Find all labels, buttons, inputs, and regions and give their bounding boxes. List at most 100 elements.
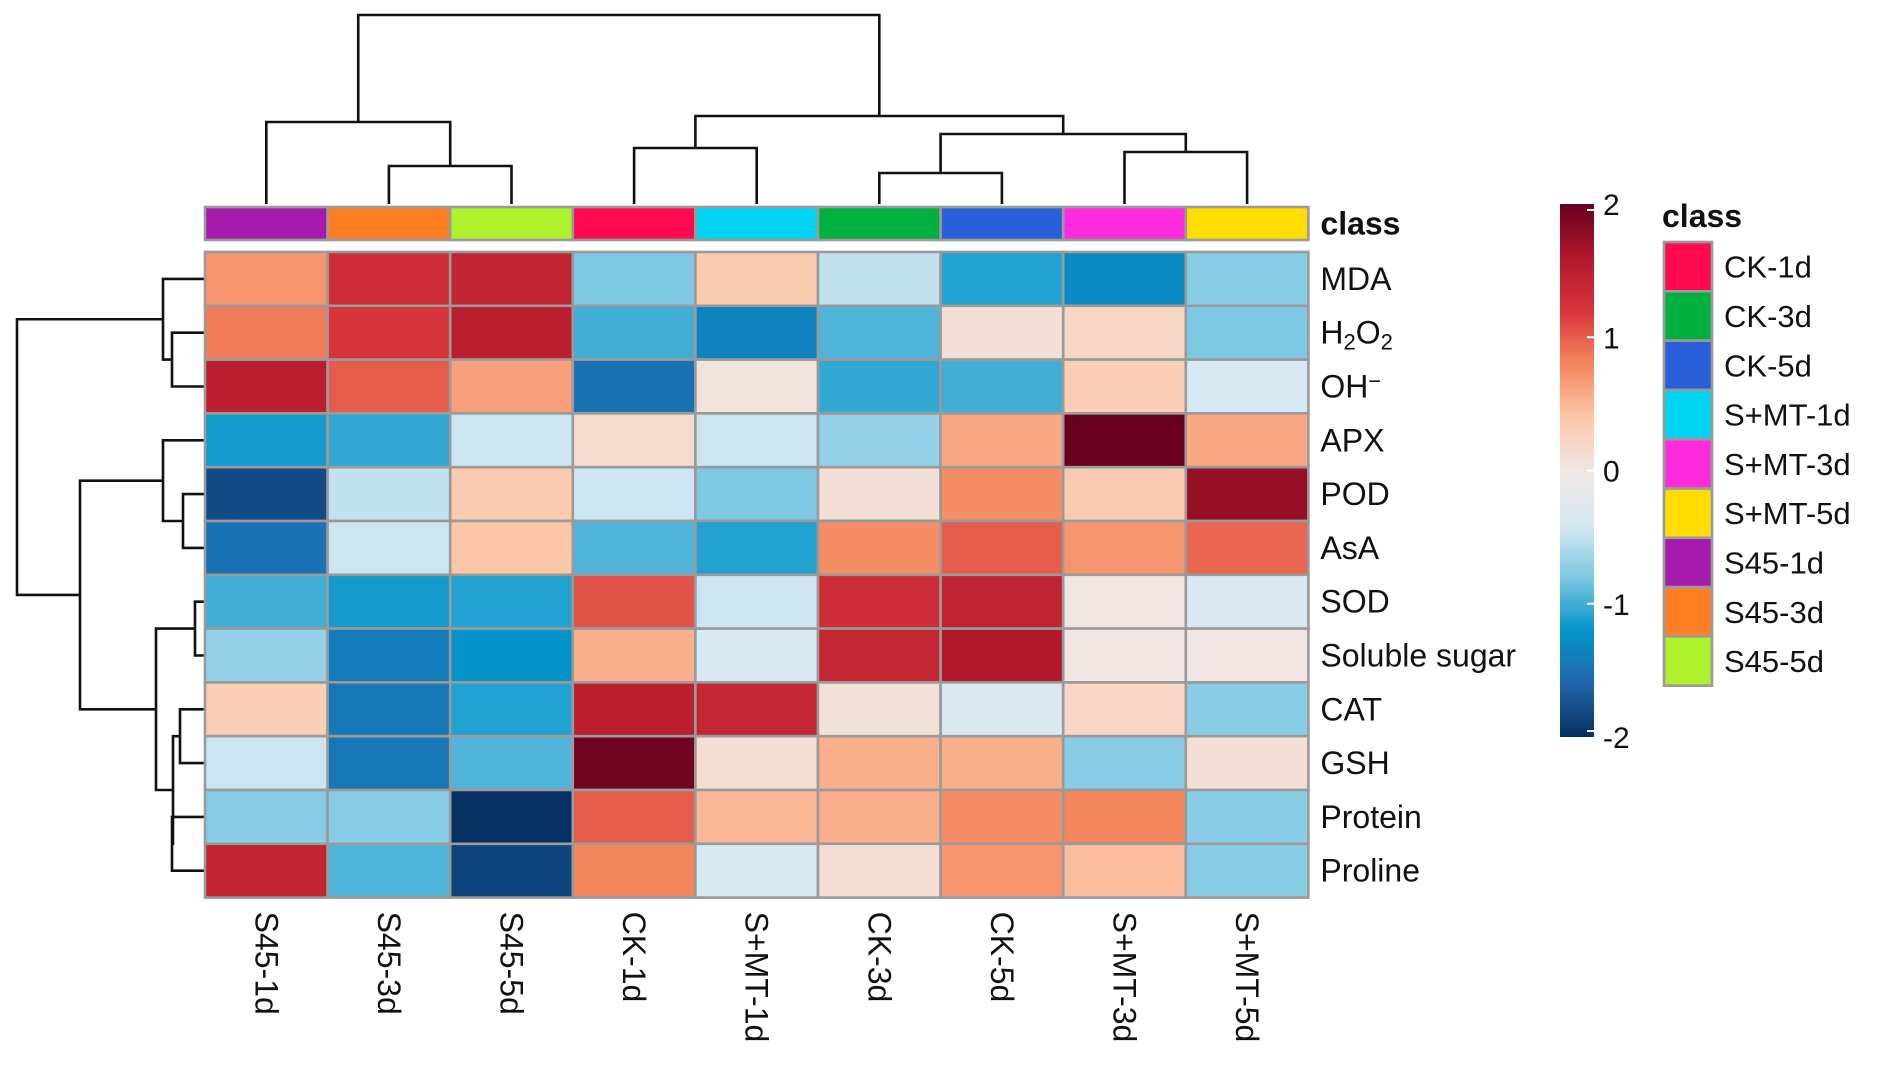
legend-swatch-s-mt-5d — [1662, 487, 1714, 540]
column-dendrogram-branch-0 — [387, 164, 513, 204]
color-scale-legend: 2 1 0 -1 -2 — [1560, 189, 1630, 755]
heatmap-cell-h2o2-s-mt-5d — [1184, 304, 1310, 361]
heatmap-cell-proline-ck-3d — [816, 842, 942, 899]
class-legend-title: class — [1662, 198, 1742, 234]
heatmap-cell-apx-s-mt-3d — [1061, 412, 1188, 469]
column-dendrogram — [265, 13, 1249, 204]
legend-label-ck-3d: CK-3d — [1724, 299, 1812, 334]
row-label-h2o2: H2O2 — [1320, 315, 1393, 355]
row-dendrogram-branch-10 — [15, 317, 163, 597]
color-scale-tick-label: 1 — [1603, 322, 1620, 355]
heatmap-cell-pod-s45-1d — [203, 465, 329, 523]
column-label-s45-5d: S45-5d — [494, 912, 530, 1015]
heatmap-cell-sod-s-mt-3d — [1061, 573, 1188, 630]
class-track-cell-ck-5d — [939, 205, 1065, 242]
row-dendrogram-branch-1 — [161, 277, 204, 361]
row-label-apx: APX — [1320, 422, 1384, 458]
heatmap-cell-gsh-s45-1d — [203, 734, 329, 792]
heatmap-cell-oh-s45-5d — [448, 358, 575, 415]
heatmap-cell-gsh-s45-5d — [448, 734, 575, 792]
heatmap-cell-gsh-s-mt-1d — [694, 734, 820, 792]
column-dendrogram-branch-1 — [265, 120, 452, 204]
heatmap-cell-asa-ck-3d — [816, 519, 942, 577]
heatmap-cell-mda-s-mt-1d — [694, 250, 820, 308]
heatmap-cell-sod-ck-1d — [571, 573, 697, 630]
legend-swatch-s45-3d — [1662, 585, 1714, 638]
legend-label-s-mt-3d: S+MT-3d — [1724, 447, 1851, 482]
heatmap-cell-protein-ck-3d — [816, 788, 942, 846]
heatmap-cell-h2o2-ck-3d — [816, 304, 942, 361]
heatmap-cell-apx-ck-5d — [939, 412, 1065, 469]
heatmap-cell-oh-ck-1d — [571, 358, 697, 415]
heatmap-cell-oh-s45-1d — [203, 358, 329, 415]
column-label-ck-3d: CK-3d — [861, 912, 897, 1003]
heatmap-cell-sod-s-mt-1d — [694, 573, 820, 630]
heatmap-cell-cat-s-mt-5d — [1184, 681, 1310, 738]
heatmap-cell-cat-s-mt-1d — [694, 681, 820, 738]
heatmap-cell-mda-s45-1d — [203, 250, 329, 308]
heatmap-cell-cat-s-mt-3d — [1061, 681, 1188, 738]
class-track-cell-s45-3d — [326, 205, 452, 242]
heatmap-cells — [203, 250, 1310, 899]
heatmap-cell-soluble-sugar-s-mt-1d — [694, 627, 820, 684]
legend-swatch-s45-1d — [1662, 536, 1714, 589]
heatmap-cell-soluble-sugar-s45-1d — [203, 627, 329, 684]
row-label-gsh: GSH — [1320, 745, 1389, 781]
column-labels: S45-1d S45-3d S45-5d CK-1d S+MT-1d CK-3d CK-5d… — [248, 912, 1265, 1043]
heatmap-cell-protein-ck-5d — [939, 788, 1065, 846]
heatmap-cell-sod-s-mt-5d — [1184, 573, 1310, 630]
heatmap-cell-soluble-sugar-s45-5d — [448, 627, 575, 684]
heatmap-cell-proline-s-mt-1d — [694, 842, 820, 899]
heatmap-cell-asa-ck-1d — [571, 519, 697, 577]
row-labels: MDA H2O2 OH− APX POD AsA SOD Soluble sugar CAT GS… — [1320, 261, 1516, 889]
class-track-cell-s-mt-5d — [1184, 205, 1310, 242]
legend-label-s-mt-5d: S+MT-5d — [1724, 496, 1851, 531]
heatmap-cell-asa-s-mt-5d — [1184, 519, 1310, 577]
heatmap-cell-soluble-sugar-s45-3d — [326, 627, 452, 684]
column-label-s45-1d: S45-1d — [248, 912, 284, 1015]
heatmap-cell-cat-ck-1d — [571, 681, 697, 738]
heatmap-cell-h2o2-ck-5d — [939, 304, 1065, 361]
class-track-cell-ck-3d — [816, 205, 942, 242]
class-track-cell-s45-1d — [203, 205, 329, 242]
heatmap-cell-proline-s45-5d — [448, 842, 575, 899]
heatmap-cell-h2o2-s-mt-3d — [1061, 304, 1188, 361]
heatmap-cell-soluble-sugar-ck-3d — [816, 627, 942, 684]
heatmap-cell-sod-s45-3d — [326, 573, 452, 630]
legend-swatch-ck-1d — [1662, 240, 1714, 293]
heatmap-cell-asa-s45-1d — [203, 519, 329, 577]
heatmap-cell-sod-s45-5d — [448, 573, 575, 630]
legend-swatch-ck-3d — [1662, 289, 1714, 342]
row-label-pod: POD — [1320, 476, 1389, 512]
column-label-ck-5d: CK-5d — [984, 912, 1020, 1003]
color-scale-tick-label: -1 — [1603, 589, 1630, 622]
heatmap-cell-gsh-s-mt-3d — [1061, 734, 1188, 792]
color-scale-tick-label: -2 — [1603, 722, 1630, 755]
heatmap-cell-mda-s45-5d — [448, 250, 575, 308]
heatmap-cell-pod-ck-5d — [939, 465, 1065, 523]
heatmap-cell-protein-s-mt-1d — [694, 788, 820, 846]
heatmap-cell-h2o2-s45-3d — [326, 304, 452, 361]
column-dendrogram-branch-2 — [632, 146, 758, 204]
column-dendrogram-branch-6 — [694, 114, 1065, 148]
heatmap-cell-pod-s45-5d — [448, 465, 575, 523]
heatmap-cell-h2o2-s-mt-1d — [694, 304, 820, 361]
heatmap-cell-h2o2-s45-5d — [448, 304, 575, 361]
heatmap-cell-h2o2-s45-1d — [203, 304, 329, 361]
heatmap-cell-asa-s-mt-3d — [1061, 519, 1188, 577]
row-dendrogram-branch-9 — [78, 479, 163, 711]
heatmap-cell-proline-s45-3d — [326, 842, 452, 899]
row-dendrogram — [15, 277, 204, 872]
column-label-s-mt-3d: S+MT-3d — [1107, 912, 1143, 1043]
heatmap-cell-mda-s-mt-5d — [1184, 250, 1310, 308]
heatmap-cell-asa-s45-5d — [448, 519, 575, 577]
heatmap-cell-apx-s-mt-1d — [694, 412, 820, 469]
row-dendrogram-branch-0 — [170, 331, 204, 388]
row-label-oh: OH− — [1320, 369, 1381, 405]
row-label-sod: SOD — [1320, 584, 1389, 620]
heatmap-cell-apx-s45-1d — [203, 412, 329, 469]
legend-label-s-mt-1d: S+MT-1d — [1724, 398, 1851, 433]
heatmap-cell-apx-ck-3d — [816, 412, 942, 469]
heatmap-cell-mda-ck-3d — [816, 250, 942, 308]
heatmap-cell-pod-s-mt-5d — [1184, 465, 1310, 523]
